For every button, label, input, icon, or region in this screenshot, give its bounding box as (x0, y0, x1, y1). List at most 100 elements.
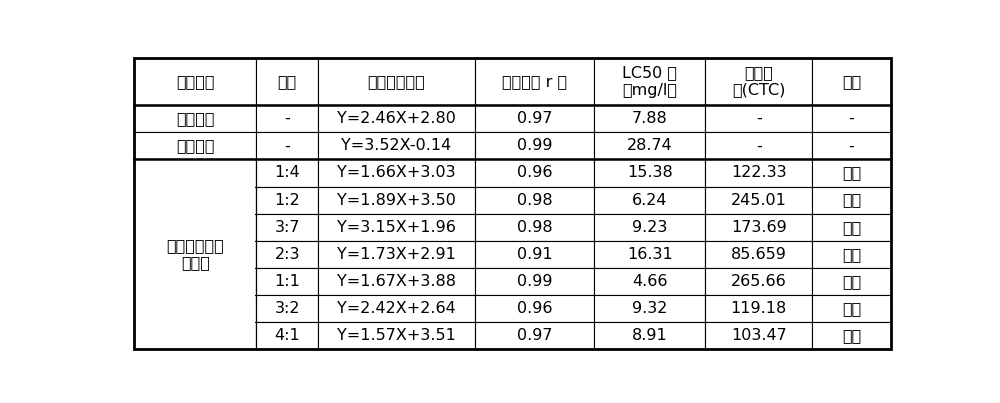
Text: 119.18: 119.18 (731, 301, 787, 316)
Bar (705, 105, 812, 132)
Bar (134, 322, 256, 349)
Bar (705, 187, 812, 214)
Bar (705, 268, 812, 295)
Text: Y=1.89X+3.50: Y=1.89X+3.50 (337, 193, 456, 208)
Text: 0.99: 0.99 (517, 274, 552, 289)
Text: LC50 值
（mg/l）: LC50 值 （mg/l） (622, 65, 677, 98)
Text: 0.99: 0.99 (517, 138, 552, 153)
Bar (318, 159, 475, 187)
Text: Y=1.73X+2.91: Y=1.73X+2.91 (337, 247, 456, 262)
Bar (256, 241, 318, 268)
Text: 9.23: 9.23 (632, 220, 667, 235)
Bar (705, 322, 812, 349)
Text: 0.96: 0.96 (517, 166, 552, 181)
Text: 28.74: 28.74 (627, 138, 673, 153)
Bar (475, 159, 594, 187)
Text: 1:2: 1:2 (274, 193, 300, 208)
Bar (594, 214, 705, 241)
Bar (134, 159, 256, 187)
Text: -: - (756, 138, 762, 153)
Text: 122.33: 122.33 (731, 166, 787, 181)
Bar (594, 159, 705, 187)
Text: Y=1.66X+3.03: Y=1.66X+3.03 (337, 166, 456, 181)
Text: 增效: 增效 (842, 220, 861, 235)
Bar (475, 58, 594, 105)
Text: 3:2: 3:2 (274, 301, 300, 316)
Bar (812, 322, 891, 349)
Bar (475, 295, 594, 322)
Bar (318, 322, 475, 349)
Bar (475, 105, 594, 132)
Bar (705, 132, 812, 159)
Bar (256, 132, 318, 159)
Bar (318, 187, 475, 214)
Bar (318, 58, 475, 105)
Text: 相加: 相加 (842, 301, 861, 316)
Bar (256, 187, 318, 214)
Bar (134, 58, 256, 105)
Bar (134, 214, 256, 241)
Text: 0.98: 0.98 (517, 220, 552, 235)
Bar (594, 268, 705, 295)
Text: 增效: 增效 (842, 193, 861, 208)
Bar (134, 268, 256, 295)
Text: 1:1: 1:1 (274, 274, 300, 289)
Text: -: - (849, 111, 854, 126)
Bar (318, 268, 475, 295)
Text: -: - (284, 138, 290, 153)
Bar (812, 214, 891, 241)
Bar (594, 58, 705, 105)
Bar (256, 322, 318, 349)
Bar (594, 241, 705, 268)
Bar (318, 105, 475, 132)
Bar (594, 105, 705, 132)
Text: 评价: 评价 (842, 74, 861, 89)
Text: 配比: 配比 (278, 74, 297, 89)
Bar (475, 214, 594, 241)
Text: 毒力回归方程: 毒力回归方程 (367, 74, 425, 89)
Text: 丁氟螨酯: 丁氟螨酯 (176, 138, 215, 153)
Bar (475, 241, 594, 268)
Bar (134, 105, 256, 132)
Text: 相关系数 r 值: 相关系数 r 值 (502, 74, 567, 89)
Text: Y=1.57X+3.51: Y=1.57X+3.51 (337, 328, 456, 343)
Text: 相加: 相加 (842, 328, 861, 343)
Bar (475, 187, 594, 214)
Bar (475, 132, 594, 159)
Bar (256, 105, 318, 132)
Bar (705, 214, 812, 241)
Text: 增效: 增效 (842, 274, 861, 289)
Bar (594, 322, 705, 349)
Bar (318, 214, 475, 241)
Text: 4:1: 4:1 (274, 328, 300, 343)
Bar (134, 241, 256, 268)
Text: 16.31: 16.31 (627, 247, 673, 262)
Bar (812, 159, 891, 187)
Text: 相加: 相加 (842, 247, 861, 262)
Bar (256, 295, 318, 322)
Text: -: - (849, 138, 854, 153)
Text: 103.47: 103.47 (731, 328, 787, 343)
Text: 85.659: 85.659 (731, 247, 787, 262)
Text: Y=2.46X+2.80: Y=2.46X+2.80 (337, 111, 456, 126)
Text: 245.01: 245.01 (731, 193, 787, 208)
Bar (318, 132, 475, 159)
Bar (256, 58, 318, 105)
Bar (134, 187, 256, 214)
Text: 增效: 增效 (842, 166, 861, 181)
Text: 处理名称: 处理名称 (176, 74, 215, 89)
Bar (256, 214, 318, 241)
Text: 9.32: 9.32 (632, 301, 667, 316)
Text: -: - (284, 111, 290, 126)
Bar (812, 105, 891, 132)
Bar (705, 295, 812, 322)
Text: 0.91: 0.91 (517, 247, 552, 262)
Text: 0.96: 0.96 (517, 301, 552, 316)
Text: Y=2.42X+2.64: Y=2.42X+2.64 (337, 301, 456, 316)
Text: -: - (756, 111, 762, 126)
Text: Y=1.67X+3.88: Y=1.67X+3.88 (337, 274, 456, 289)
Text: 共毒系
数(CTC): 共毒系 数(CTC) (732, 65, 786, 98)
Bar (594, 132, 705, 159)
Bar (318, 241, 475, 268)
Text: 3:7: 3:7 (274, 220, 300, 235)
